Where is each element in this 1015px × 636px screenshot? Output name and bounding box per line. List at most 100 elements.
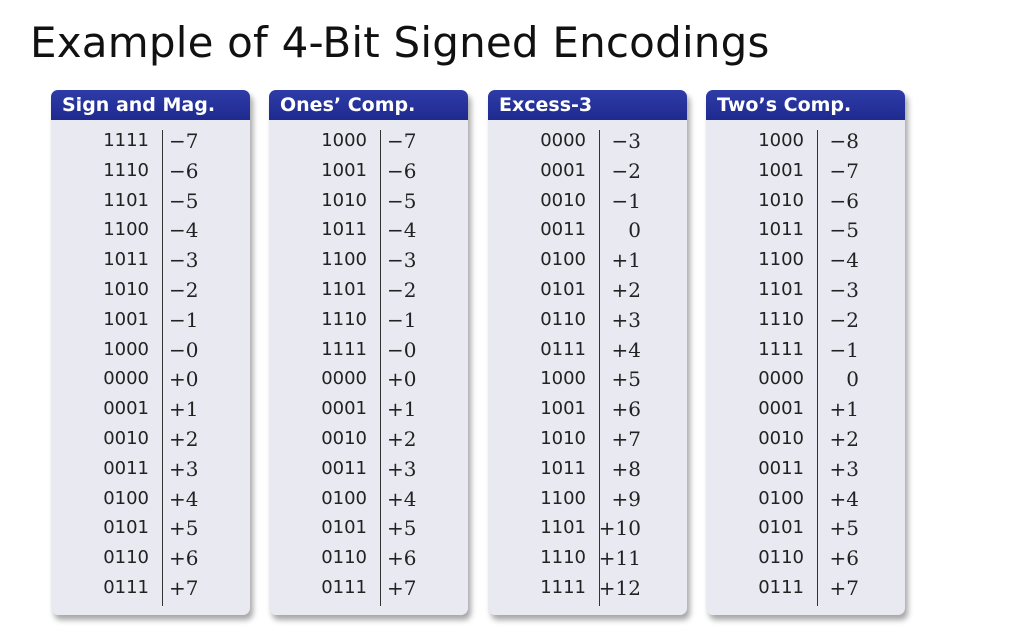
table-row: 0111 +7	[51, 575, 250, 605]
decimal-value: +1	[829, 397, 859, 422]
table-row: 0001 +1	[269, 396, 468, 426]
decimal-value: +5	[829, 516, 859, 541]
table-row: 0100 +4	[51, 486, 250, 516]
bit-pattern: 0110	[103, 547, 149, 569]
bit-pattern: 0101	[540, 278, 586, 300]
table-header: Ones’ Comp.	[269, 90, 468, 120]
bit-pattern: 0000	[540, 130, 586, 151]
decimal-value: +7	[611, 426, 641, 451]
bit-pattern: 1101	[103, 189, 149, 211]
decimal-value: −2	[169, 277, 199, 302]
table-row: 0011 +3	[51, 456, 250, 486]
table-row: 1111 −7	[51, 128, 250, 158]
decimal-value: +0	[169, 367, 199, 392]
table-row: 0100 +4	[706, 486, 905, 516]
decimal-value: +6	[387, 546, 417, 571]
decimal-value: +9	[611, 486, 641, 511]
table-row: 0001 +1	[706, 396, 905, 426]
decimal-value: +6	[829, 546, 859, 571]
bit-pattern: 0101	[321, 517, 367, 539]
table-row: 0011 +3	[269, 456, 468, 486]
table-row: 0001 −2	[488, 158, 687, 188]
table-twos-complement: Two’s Comp. 1000 −8 1001 −7 1010 −6 1011 −5 1100…	[706, 90, 905, 615]
bit-pattern: 1011	[103, 249, 149, 271]
bit-pattern: 0100	[103, 487, 149, 509]
table-row: 0010 +2	[706, 426, 905, 456]
decimal-value: +12	[598, 575, 641, 600]
bit-pattern: 0001	[103, 398, 149, 420]
bit-pattern: 1001	[758, 159, 804, 181]
table-row: 0010 −1	[488, 188, 687, 218]
decimal-value: +4	[611, 337, 641, 362]
bit-pattern: 1010	[758, 189, 804, 211]
bit-pattern: 1010	[540, 427, 586, 449]
decimal-value: −6	[829, 188, 859, 213]
bit-pattern: 0000	[103, 368, 149, 390]
table-row: 0001 +1	[51, 396, 250, 426]
table-row: 0000 +0	[269, 366, 468, 396]
table-row: 1000 −8	[706, 128, 905, 158]
table-body: 0000 −3 0001 −2 0010 −1 0011 0 0100 +1 0101 +2 0110 +…	[488, 128, 687, 606]
bit-pattern: 1111	[540, 576, 586, 598]
decimal-value: −1	[387, 307, 417, 332]
decimal-value: 0	[628, 218, 641, 243]
table-row: 0111 +7	[269, 575, 468, 605]
bit-pattern: 1111	[758, 338, 804, 360]
decimal-value: −3	[829, 277, 859, 302]
table-row: 0000 +0	[51, 366, 250, 396]
decimal-value: +2	[829, 426, 859, 451]
bit-pattern: 0001	[758, 398, 804, 420]
table-row: 0010 +2	[51, 426, 250, 456]
decimal-value: −7	[387, 129, 417, 153]
decimal-value: −7	[169, 129, 199, 153]
table-row: 1000 +5	[488, 366, 687, 396]
decimal-value: +5	[387, 516, 417, 541]
table-row: 1101 −5	[51, 188, 250, 218]
decimal-value: −5	[387, 188, 417, 213]
table-row: 1011 −4	[269, 217, 468, 247]
table-row: 0110 +6	[269, 545, 468, 575]
bit-pattern: 0111	[758, 576, 804, 598]
bit-pattern: 0011	[540, 219, 586, 241]
bit-pattern: 0010	[321, 427, 367, 449]
bit-pattern: 1011	[321, 219, 367, 241]
table-row: 1100 −4	[51, 217, 250, 247]
table-row: 0011 0	[488, 217, 687, 247]
decimal-value: +6	[169, 546, 199, 571]
bit-pattern: 1101	[321, 278, 367, 300]
decimal-value: −8	[829, 129, 859, 153]
table-row: 1100 +9	[488, 486, 687, 516]
decimal-value: −1	[169, 307, 199, 332]
bit-pattern: 1010	[103, 278, 149, 300]
decimal-value: +5	[169, 516, 199, 541]
decimal-value: +7	[387, 575, 417, 600]
bit-pattern: 0101	[103, 517, 149, 539]
table-row: 1101 +10	[488, 515, 687, 545]
bit-pattern: 0110	[540, 308, 586, 330]
page-title: Example of 4-Bit Signed Encodings	[30, 18, 770, 67]
decimal-value: +0	[387, 367, 417, 392]
table-body: 1000 −7 1001 −6 1010 −5 1011 −4 1100 −3 1101 −2 1110…	[269, 128, 468, 606]
decimal-value: +8	[611, 456, 641, 481]
bit-pattern: 1110	[103, 159, 149, 181]
bit-pattern: 0010	[103, 427, 149, 449]
table-row: 1011 −5	[706, 217, 905, 247]
table-row: 0110 +6	[706, 545, 905, 575]
decimal-value: −4	[169, 218, 199, 243]
decimal-value: −2	[611, 158, 641, 183]
bit-pattern: 0011	[758, 457, 804, 479]
decimal-value: −6	[387, 158, 417, 183]
table-row: 0101 +2	[488, 277, 687, 307]
table-row: 1010 −6	[706, 188, 905, 218]
table-row: 1001 −6	[269, 158, 468, 188]
table-row: 0011 +3	[706, 456, 905, 486]
table-row: 1110 −1	[269, 307, 468, 337]
bit-pattern: 0100	[758, 487, 804, 509]
column-divider	[162, 130, 163, 606]
table-row: 0000 0	[706, 366, 905, 396]
bit-pattern: 0111	[540, 338, 586, 360]
bit-pattern: 0110	[321, 547, 367, 569]
bit-pattern: 1000	[321, 130, 367, 151]
decimal-value: +4	[169, 486, 199, 511]
table-row: 1100 −3	[269, 247, 468, 277]
